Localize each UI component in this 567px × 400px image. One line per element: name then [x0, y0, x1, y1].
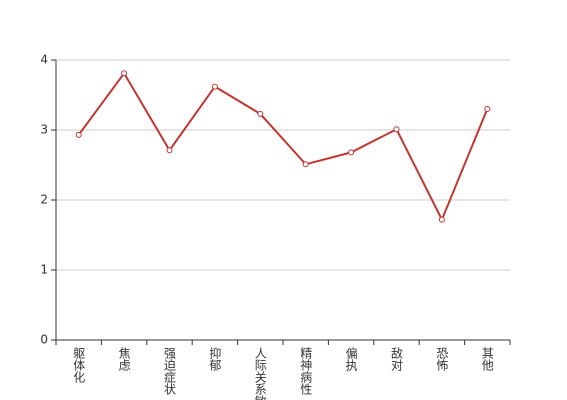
- point: [393, 126, 400, 133]
- x-tick-label: 躯体化: [72, 346, 86, 384]
- line: [77, 71, 489, 223]
- point: [484, 106, 491, 112]
- point: [348, 149, 355, 156]
- point: [75, 131, 82, 138]
- x-tick-label: 抑郁: [208, 346, 222, 372]
- point: [438, 216, 445, 223]
- x-tick-label: 人际关系敏感: [253, 347, 267, 400]
- x-tick-label: 敌对: [390, 346, 404, 371]
- point: [302, 161, 309, 168]
- y-tick-label: 4: [40, 53, 48, 67]
- y-tick-label: 3: [40, 123, 48, 137]
- point: [257, 110, 264, 117]
- point: [211, 83, 218, 90]
- point: [166, 147, 173, 154]
- point: [121, 70, 128, 77]
- y-tick-label: 0: [40, 333, 48, 347]
- x-tick-label: 强迫症状: [163, 347, 177, 395]
- x-tick-label: 精神病性: [299, 347, 313, 396]
- x-tick-label: 其他: [480, 347, 494, 371]
- y-tick-label: 2: [40, 193, 48, 207]
- x-tick-label: 偏执: [344, 346, 358, 372]
- y-tick-label: 1: [40, 263, 48, 277]
- x-tick-label: 恐怖: [435, 347, 449, 371]
- x-tick-label: 焦虑: [117, 347, 131, 371]
